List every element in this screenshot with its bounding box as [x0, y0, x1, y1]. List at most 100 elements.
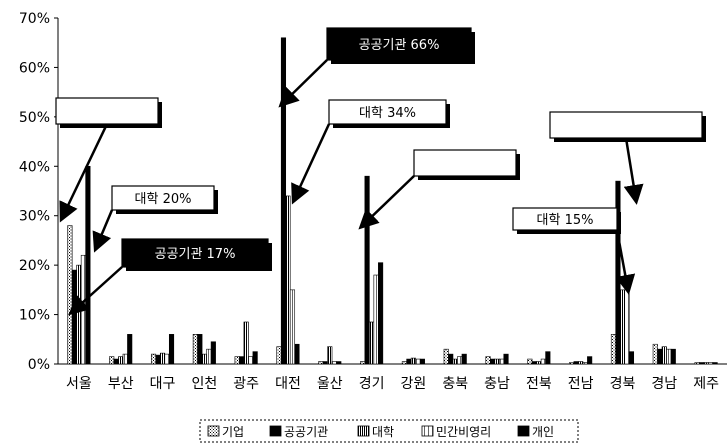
legend-label: 공공기관	[284, 425, 328, 439]
bar-대학-인천	[201, 353, 207, 365]
bar-민간비영리-대구	[164, 353, 170, 365]
bar-공공기관-전북	[531, 361, 537, 365]
callout-label: 공공기관 66%	[359, 38, 440, 53]
callout-label: 대학 34%	[359, 106, 416, 121]
bar-대학-부산	[118, 356, 124, 365]
bar-기업-부산	[109, 356, 115, 365]
bar-공공기관-부산	[113, 358, 119, 365]
y-tick-label: 50%	[19, 110, 50, 126]
bar-개인-충남	[503, 353, 509, 365]
bar-대학-대구	[159, 352, 166, 365]
legend-label: 대학	[372, 425, 394, 439]
callout-box	[326, 27, 472, 61]
x-tick-label: 대전	[275, 376, 301, 392]
legend-swatch	[269, 425, 282, 437]
bar-공공기관-서울	[71, 269, 77, 365]
x-tick-label: 인천	[191, 376, 217, 392]
bar-공공기관-대구	[155, 354, 161, 365]
callout-box	[328, 99, 447, 125]
legend-label: 개인	[532, 425, 554, 439]
callout-label: 공공기관 17%	[155, 247, 236, 262]
x-tick-label: 경북	[610, 376, 636, 392]
bar-공공기관-울산	[322, 361, 328, 365]
bar-기업-전북	[527, 358, 533, 365]
bar-공공기관-충북	[448, 353, 454, 365]
bar-대학-대전	[285, 195, 291, 365]
bar-대학-울산	[327, 346, 333, 365]
bar-대학-충남	[494, 358, 500, 365]
bar-민간비영리-경기	[373, 274, 379, 365]
bar-개인-경북	[628, 351, 635, 365]
bar-민간비영리-광주	[248, 356, 254, 365]
bar-개인-울산	[336, 361, 342, 365]
bar-기업-인천	[192, 334, 198, 365]
bar-기업-전남	[569, 362, 575, 365]
bar-민간비영리-충남	[498, 358, 505, 365]
callout-arrow	[623, 137, 644, 205]
bar-기업-제주	[694, 362, 700, 365]
callout-label: 대학 15%	[537, 213, 594, 228]
bar-민간비영리-경북	[624, 289, 630, 365]
legend: 기업 공공기관 대학 민간비영리 개인	[199, 419, 579, 443]
x-tick-label: 경기	[359, 376, 385, 392]
callout-arrow	[278, 59, 328, 108]
bar-대학-전남	[578, 361, 584, 365]
x-tick-label: 서울	[66, 376, 92, 392]
bar-기업-충북	[443, 348, 449, 365]
bar-민간비영리-부산	[122, 353, 128, 365]
bar-개인-광주	[252, 351, 258, 365]
bar-기업-울산	[318, 361, 324, 365]
bar-기업-경남	[652, 343, 658, 365]
bar-민간비영리-제주	[708, 362, 714, 365]
bar-대학-경기	[369, 321, 375, 365]
callout-arrow	[291, 123, 331, 205]
bar-대학-경남	[661, 346, 667, 365]
x-tick-label: 충북	[442, 376, 468, 392]
y-tick-label: 20%	[19, 258, 50, 274]
bar-공공기관-제주	[699, 362, 705, 365]
bar-민간비영리-강원	[415, 358, 421, 365]
bar-대학-전북	[536, 361, 542, 365]
y-tick-label: 60%	[19, 60, 50, 76]
bar-공공기관-경기	[364, 175, 370, 365]
callout-box	[111, 185, 215, 211]
callout-box	[121, 238, 269, 268]
bar-민간비영리-경남	[666, 348, 672, 365]
callout-box	[549, 111, 703, 139]
bar-기업-강원	[401, 361, 407, 365]
bar-개인-경기	[378, 262, 384, 365]
bar-개인-대전	[294, 343, 300, 365]
x-tick-label: 울산	[317, 376, 343, 392]
y-tick-label: 10%	[19, 308, 50, 324]
y-tick-label: 0%	[28, 357, 50, 373]
bar-개인-부산	[127, 334, 133, 365]
bar-민간비영리-대전	[289, 289, 296, 365]
callout-box	[512, 207, 618, 231]
bar-개인-대구	[168, 334, 175, 365]
x-tick-label: 제주	[693, 376, 719, 392]
bar-대학-서울	[76, 264, 82, 365]
axis-labels: 0% 10% 20% 30% 40% 50% 60% 70% 서울 부산 대구 인천 광주 대전 울산 경기 강…	[19, 11, 719, 392]
y-tick-label: 40%	[19, 159, 50, 175]
x-tick-label: 광주	[233, 376, 259, 392]
bar-기업-대전	[276, 346, 282, 365]
legend-box	[199, 419, 579, 443]
bar-민간비영리-전남	[582, 362, 588, 365]
bar-기업-충남	[485, 356, 491, 365]
bar-공공기관-대전	[280, 37, 287, 365]
bar-기업-경기	[360, 361, 366, 365]
bar-기업-광주	[234, 356, 240, 365]
y-tick-label: 70%	[19, 11, 50, 27]
bar-대학-광주	[243, 321, 249, 365]
bar-개인-강원	[419, 358, 425, 365]
bar-개인-전북	[545, 351, 551, 365]
bar-대학-강원	[410, 357, 416, 365]
bar-개인-경남	[670, 348, 676, 365]
bar-기업-서울	[67, 225, 73, 365]
bar-공공기관-전남	[573, 361, 579, 365]
bar-기업-경북	[610, 334, 617, 365]
legend-label: 민간비영리	[436, 425, 491, 439]
bar-공공기관-경북	[615, 180, 621, 365]
x-tick-label: 전북	[526, 376, 552, 392]
